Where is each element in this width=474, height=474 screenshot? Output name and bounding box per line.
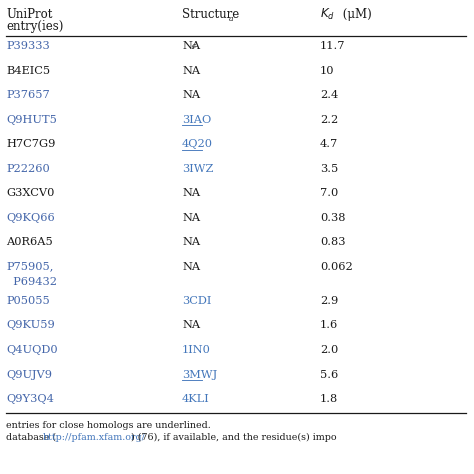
Text: 0.83: 0.83 bbox=[320, 237, 346, 247]
Text: 2.2: 2.2 bbox=[320, 115, 338, 125]
Text: database (: database ( bbox=[6, 432, 56, 441]
Text: 0.38: 0.38 bbox=[320, 212, 346, 222]
Text: NA: NA bbox=[182, 320, 200, 330]
Text: P39333: P39333 bbox=[6, 41, 50, 51]
Text: P75905,: P75905, bbox=[6, 262, 54, 272]
Text: $K_d$: $K_d$ bbox=[320, 7, 335, 21]
Text: P22260: P22260 bbox=[6, 164, 50, 173]
Text: entries for close homologs are underlined.: entries for close homologs are underline… bbox=[6, 420, 211, 429]
Text: NA: NA bbox=[182, 262, 200, 272]
Text: 3CDI: 3CDI bbox=[182, 296, 211, 306]
Text: 7.0: 7.0 bbox=[320, 188, 338, 198]
Text: (μM): (μM) bbox=[339, 8, 372, 20]
Text: NA: NA bbox=[182, 237, 200, 247]
Text: 0.062: 0.062 bbox=[320, 262, 353, 272]
Text: Q4UQD0: Q4UQD0 bbox=[6, 345, 58, 355]
Text: http://pfam.xfam.org/: http://pfam.xfam.org/ bbox=[43, 432, 146, 441]
Text: 3MWJ: 3MWJ bbox=[182, 370, 217, 380]
Text: H7C7G9: H7C7G9 bbox=[6, 139, 55, 149]
Text: P05055: P05055 bbox=[6, 296, 50, 306]
Text: UniProt: UniProt bbox=[6, 8, 52, 21]
Text: 2.4: 2.4 bbox=[320, 90, 338, 100]
Text: NA: NA bbox=[182, 90, 200, 100]
Text: B4EIC5: B4EIC5 bbox=[6, 65, 50, 75]
Text: G3XCV0: G3XCV0 bbox=[6, 188, 55, 198]
Text: Q9Y3Q4: Q9Y3Q4 bbox=[6, 394, 54, 404]
Text: a: a bbox=[229, 15, 234, 23]
Text: 11.7: 11.7 bbox=[320, 41, 346, 51]
Text: Q9KU59: Q9KU59 bbox=[6, 320, 55, 330]
Text: P37657: P37657 bbox=[6, 90, 50, 100]
Text: entry(ies): entry(ies) bbox=[6, 20, 64, 33]
Text: 2.9: 2.9 bbox=[320, 296, 338, 306]
Text: P69432: P69432 bbox=[6, 277, 57, 287]
Text: Q9UJV9: Q9UJV9 bbox=[6, 370, 52, 380]
Text: NA: NA bbox=[182, 41, 200, 51]
Text: Q9HUT5: Q9HUT5 bbox=[6, 115, 57, 125]
Text: ) (76), if available, and the residue(s) impo: ) (76), if available, and the residue(s)… bbox=[131, 432, 337, 442]
Text: 3IAO: 3IAO bbox=[182, 115, 211, 125]
Text: NA: NA bbox=[182, 212, 200, 222]
Text: 10: 10 bbox=[320, 65, 335, 75]
Text: c: c bbox=[192, 42, 196, 50]
Text: NA: NA bbox=[182, 65, 200, 75]
Text: 2.0: 2.0 bbox=[320, 345, 338, 355]
Text: NA: NA bbox=[182, 188, 200, 198]
Text: 3.5: 3.5 bbox=[320, 164, 338, 173]
Text: 5.6: 5.6 bbox=[320, 370, 338, 380]
Text: Q9KQ66: Q9KQ66 bbox=[6, 212, 55, 222]
Text: 4Q20: 4Q20 bbox=[182, 139, 213, 149]
Text: Structure: Structure bbox=[182, 8, 239, 20]
Text: 3IWZ: 3IWZ bbox=[182, 164, 213, 173]
Text: 1.8: 1.8 bbox=[320, 394, 338, 404]
Text: 4KLI: 4KLI bbox=[182, 394, 210, 404]
Text: 1.6: 1.6 bbox=[320, 320, 338, 330]
Text: 1IN0: 1IN0 bbox=[182, 345, 211, 355]
Text: 4.7: 4.7 bbox=[320, 139, 338, 149]
Text: A0R6A5: A0R6A5 bbox=[6, 237, 53, 247]
